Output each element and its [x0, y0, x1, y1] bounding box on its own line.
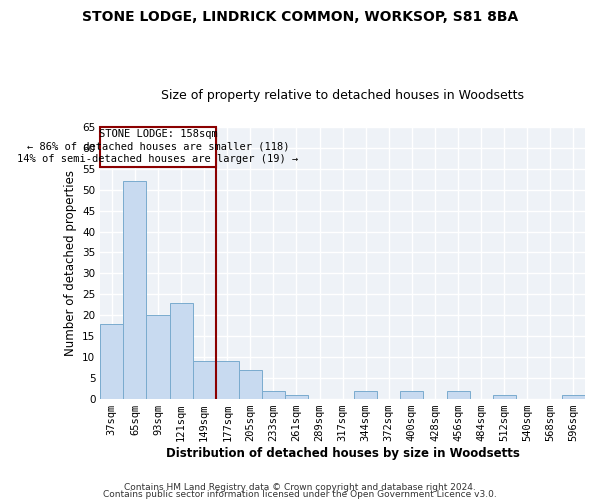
- Bar: [124, 181, 146, 399]
- Bar: [354, 390, 377, 399]
- Bar: [215, 362, 239, 399]
- Text: Contains public sector information licensed under the Open Government Licence v3: Contains public sector information licen…: [103, 490, 497, 499]
- Text: STONE LODGE: 158sqm: STONE LODGE: 158sqm: [98, 129, 217, 139]
- Text: STONE LODGE, LINDRICK COMMON, WORKSOP, S81 8BA: STONE LODGE, LINDRICK COMMON, WORKSOP, S…: [82, 10, 518, 24]
- Title: Size of property relative to detached houses in Woodsetts: Size of property relative to detached ho…: [161, 89, 524, 102]
- Bar: [262, 390, 285, 399]
- Text: 14% of semi-detached houses are larger (19) →: 14% of semi-detached houses are larger (…: [17, 154, 299, 164]
- X-axis label: Distribution of detached houses by size in Woodsetts: Distribution of detached houses by size …: [166, 447, 520, 460]
- Y-axis label: Number of detached properties: Number of detached properties: [64, 170, 77, 356]
- Text: ← 86% of detached houses are smaller (118): ← 86% of detached houses are smaller (11…: [27, 142, 289, 152]
- Bar: [562, 395, 585, 399]
- Bar: [446, 390, 470, 399]
- Bar: [493, 395, 516, 399]
- Bar: [146, 316, 170, 399]
- Bar: [100, 324, 124, 399]
- Bar: [239, 370, 262, 399]
- FancyBboxPatch shape: [100, 127, 215, 166]
- Bar: [285, 395, 308, 399]
- Bar: [193, 362, 215, 399]
- Bar: [170, 302, 193, 399]
- Text: Contains HM Land Registry data © Crown copyright and database right 2024.: Contains HM Land Registry data © Crown c…: [124, 484, 476, 492]
- Bar: [400, 390, 424, 399]
